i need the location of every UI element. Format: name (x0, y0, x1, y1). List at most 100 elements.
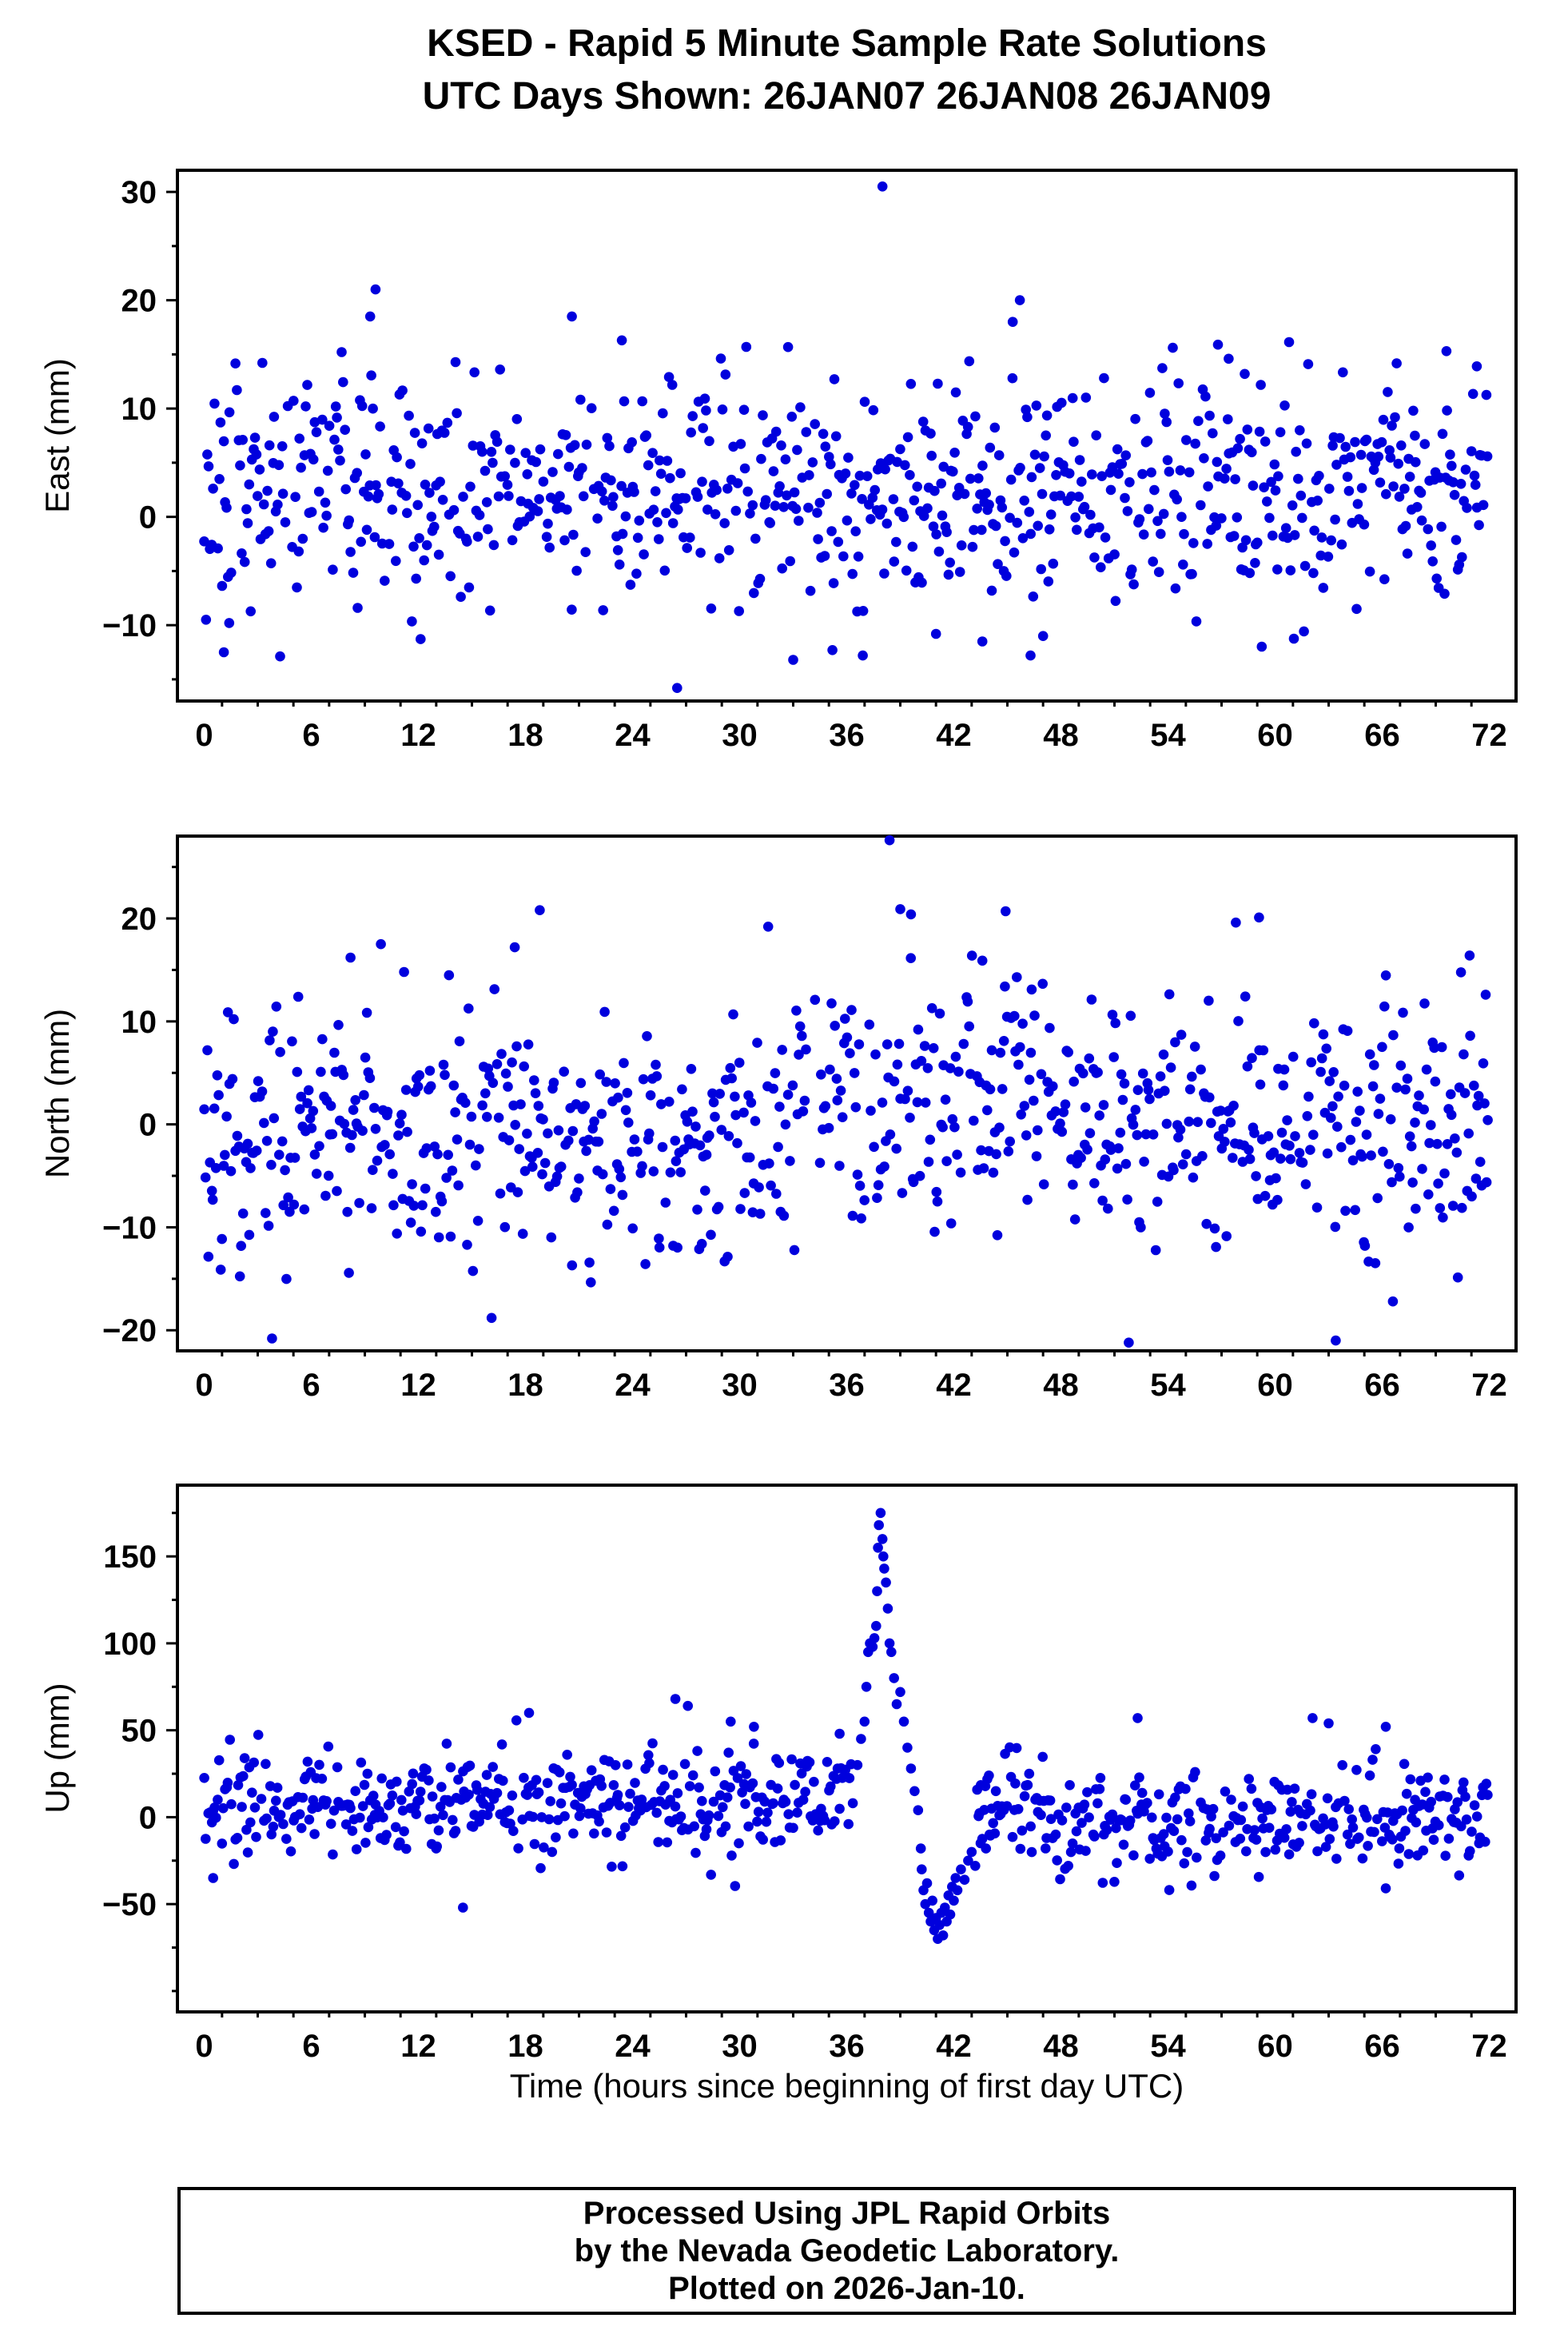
data-point (356, 1757, 367, 1768)
data-point (1132, 1129, 1143, 1141)
data-point (797, 1030, 807, 1042)
data-point (1384, 445, 1395, 456)
data-point (575, 1803, 586, 1814)
data-point (249, 432, 261, 443)
data-point (1375, 477, 1386, 488)
data-point (421, 1143, 432, 1153)
data-point (732, 1773, 743, 1783)
data-point (991, 1149, 1001, 1160)
data-point (543, 518, 553, 529)
data-point (486, 1312, 497, 1324)
data-point (309, 416, 320, 428)
data-point (706, 1229, 716, 1241)
data-point (431, 1206, 441, 1217)
data-point (877, 504, 888, 515)
data-point (460, 1097, 471, 1108)
data-point (1474, 520, 1484, 531)
data-point (1266, 476, 1276, 488)
data-point (1084, 1812, 1094, 1822)
data-point (221, 502, 232, 513)
data-point (701, 1824, 712, 1834)
data-point (1439, 1774, 1450, 1785)
data-point (805, 585, 816, 596)
data-point (922, 503, 933, 514)
data-point (1073, 492, 1084, 502)
data-point (1314, 471, 1324, 481)
data-point (1431, 573, 1442, 584)
data-point (538, 1114, 548, 1125)
data-point (581, 1145, 591, 1157)
data-point (287, 1036, 297, 1047)
data-point (838, 551, 849, 562)
data-point (1460, 464, 1471, 475)
data-point (399, 966, 409, 978)
data-point (453, 1774, 464, 1785)
data-point (825, 1064, 835, 1075)
data-point (881, 1577, 891, 1588)
data-point (275, 651, 285, 662)
data-point (610, 1078, 620, 1089)
data-point (335, 455, 345, 466)
data-point (612, 1790, 623, 1800)
data-point (720, 369, 731, 380)
data-point (414, 1069, 425, 1081)
data-point (1052, 1855, 1062, 1866)
data-point (1009, 547, 1020, 558)
data-point (1391, 358, 1402, 368)
data-point (325, 1818, 336, 1829)
data-point (814, 497, 826, 508)
data-point (954, 567, 965, 577)
data-point (1055, 1118, 1065, 1129)
data-point (747, 1778, 758, 1789)
data-point (659, 1781, 670, 1791)
data-point (1255, 1079, 1266, 1090)
data-point (1284, 1141, 1295, 1151)
data-point (275, 1810, 286, 1820)
data-point (786, 1754, 797, 1765)
data-point (977, 955, 988, 966)
data-point (922, 1063, 933, 1073)
data-point (850, 526, 861, 536)
data-point (533, 1787, 544, 1798)
data-point (488, 1077, 499, 1089)
data-point (844, 1773, 855, 1783)
data-point (221, 1111, 232, 1122)
data-point (1036, 1810, 1046, 1820)
data-point (810, 994, 821, 1006)
data-point (768, 1798, 778, 1809)
data-point (1235, 433, 1245, 444)
data-point (1157, 363, 1168, 373)
data-point (1411, 1203, 1421, 1214)
data-point (1387, 420, 1397, 431)
data-point (1362, 1812, 1372, 1823)
data-point (888, 494, 899, 504)
plot-frame-north (176, 834, 1518, 1352)
data-point (1400, 520, 1411, 532)
data-point (723, 545, 734, 556)
data-point (1108, 1052, 1119, 1062)
data-point (1275, 1153, 1286, 1164)
data-point (392, 452, 402, 463)
data-point (837, 1112, 848, 1122)
data-point (543, 1128, 553, 1139)
data-point (1331, 460, 1342, 470)
data-point (864, 1019, 875, 1030)
data-point (1481, 389, 1492, 400)
data-point (1218, 1827, 1228, 1838)
data-point (272, 1782, 283, 1793)
data-point (568, 529, 579, 540)
data-point (404, 410, 414, 421)
data-point (555, 491, 565, 501)
data-point (1340, 441, 1351, 452)
data-point (1438, 1212, 1448, 1223)
data-point (1273, 471, 1283, 482)
data-point (916, 1056, 927, 1066)
data-point (1400, 1826, 1411, 1836)
data-point (1352, 499, 1363, 509)
data-point (293, 991, 304, 1002)
data-point (499, 471, 510, 482)
data-point (458, 492, 468, 502)
data-point (1098, 1100, 1109, 1110)
data-point (1050, 1829, 1061, 1840)
data-point (953, 1066, 964, 1077)
